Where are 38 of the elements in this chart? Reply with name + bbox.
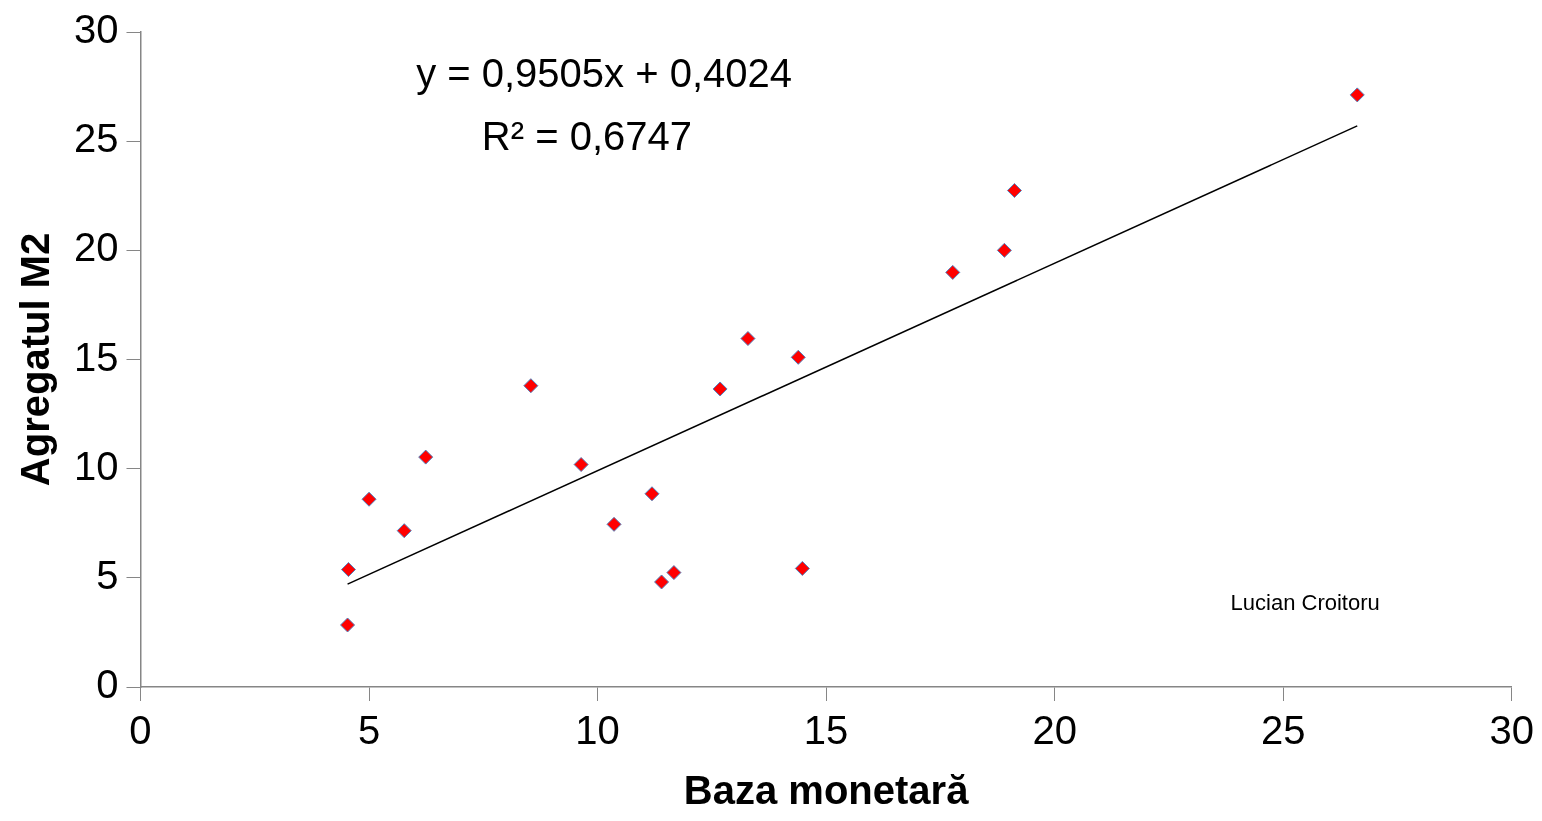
point: [945, 264, 961, 280]
point: [996, 242, 1012, 258]
point: [794, 560, 810, 576]
point: [573, 457, 589, 473]
x-tick-label: 30: [1489, 708, 1534, 753]
y-tick-label: 30: [73, 7, 119, 52]
x-tick-label: 25: [1260, 708, 1306, 753]
x-tick-label: 15: [803, 708, 849, 753]
point: [1006, 183, 1022, 199]
y-tick-label: 0: [96, 662, 119, 707]
point: [712, 381, 728, 397]
point: [340, 617, 356, 633]
x-tick-label: 20: [1032, 708, 1077, 753]
point: [606, 516, 622, 532]
y-tick-label: 5: [96, 552, 119, 597]
x-axis-title: Baza monetară: [683, 768, 970, 813]
y-tick-label: 25: [73, 116, 119, 161]
y-tick-label: 20: [73, 225, 119, 270]
point: [654, 574, 670, 590]
point: [1349, 87, 1365, 103]
point: [396, 523, 412, 539]
x-tick-label: 5: [357, 708, 381, 753]
annotation: R² = 0,6747: [481, 114, 692, 159]
point: [790, 349, 806, 365]
point: [361, 491, 377, 507]
y-axis-title: Agregatul M2: [13, 232, 58, 487]
point: [523, 378, 539, 394]
point: [644, 486, 660, 502]
annotation: y = 0,9505x + 0,4024: [416, 51, 792, 96]
point: [740, 331, 756, 347]
y-tick-label: 15: [73, 334, 119, 379]
point: [666, 565, 682, 581]
x-tick-label: 0: [129, 708, 152, 753]
point: [418, 449, 434, 465]
point: [340, 562, 356, 578]
x-tick-label: 10: [575, 708, 620, 753]
annotation: Lucian Croitoru: [1230, 590, 1380, 616]
y-tick-label: 10: [73, 443, 119, 488]
